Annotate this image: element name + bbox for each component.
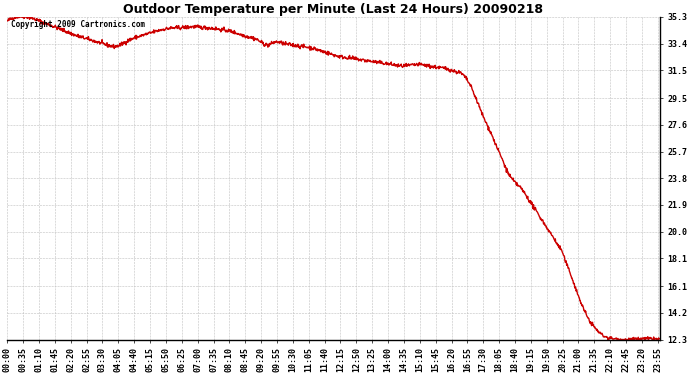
Title: Outdoor Temperature per Minute (Last 24 Hours) 20090218: Outdoor Temperature per Minute (Last 24 … <box>124 3 544 16</box>
Text: Copyright 2009 Cartronics.com: Copyright 2009 Cartronics.com <box>10 20 145 29</box>
